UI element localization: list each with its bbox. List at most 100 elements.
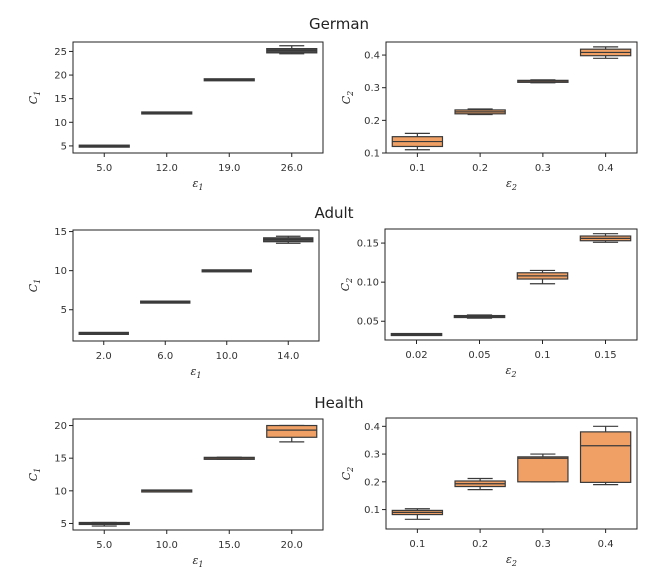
x-axis-label: ε2 — [506, 553, 517, 568]
y-tick-label: 0.2 — [364, 477, 380, 488]
panel-3: 0.05 0.10 0.15 0.02 0.05 0.1 0.15 ε2 C2 — [339, 228, 638, 379]
y-tick-label: 5 — [61, 519, 67, 530]
x-tick-label: 2.0 — [96, 351, 112, 362]
x-tick-label: 0.15 — [594, 350, 616, 361]
y-axis-label: C2 — [339, 278, 354, 292]
y-tick-label: 10 — [54, 118, 67, 129]
y-tick-label: 20 — [54, 421, 67, 432]
x-tick-label: 0.3 — [535, 539, 551, 550]
box-2 — [203, 78, 255, 82]
y-tick-label: 0.3 — [364, 450, 380, 461]
x-tick-label: 19.0 — [218, 163, 240, 174]
y-tick-label: 10 — [54, 266, 67, 277]
y-tick-label: 0.4 — [364, 422, 380, 433]
box-2 — [201, 269, 252, 273]
y-tick-label: 20 — [54, 71, 67, 82]
axes-frame — [72, 41, 324, 154]
box-iqr — [517, 456, 569, 483]
row-title-adult: Adult — [314, 204, 353, 222]
y-tick-label: 15 — [54, 227, 67, 238]
x-tick-label: 0.4 — [598, 539, 614, 550]
box-iqr — [579, 431, 632, 483]
box-3 — [266, 45, 318, 55]
y-tick-label: 15 — [54, 454, 67, 465]
x-axis-label: ε2 — [506, 177, 517, 192]
axes-frame — [385, 41, 638, 154]
x-axis-label: ε1 — [191, 365, 202, 380]
y-tick-label: 0.05 — [357, 317, 379, 328]
y-tick-label: 15 — [54, 94, 67, 105]
box-0 — [390, 332, 443, 337]
x-tick-label: 10.0 — [156, 540, 178, 551]
panel-0: 5 10 15 20 25 5.0 12.0 19.0 26.0 ε1 C1 — [27, 41, 324, 192]
x-axis-label: ε1 — [193, 177, 204, 192]
x-tick-label: 0.05 — [468, 350, 490, 361]
x-tick-label: 14.0 — [277, 351, 299, 362]
axes-frame — [384, 228, 638, 341]
panels-group: 5 10 15 20 25 5.0 12.0 19.0 26.0 ε1 C1 0.1 0.2 0.3 0.4… — [27, 41, 638, 569]
y-tick-label: 0.1 — [364, 505, 380, 516]
x-tick-label: 20.0 — [281, 540, 303, 551]
x-tick-label: 0.02 — [405, 350, 427, 361]
x-axis-label: ε2 — [506, 364, 517, 379]
box-0 — [78, 521, 130, 527]
x-tick-label: 0.3 — [535, 163, 551, 174]
x-axis-label: ε1 — [193, 554, 204, 569]
box-1 — [141, 489, 193, 493]
y-tick-label: 0.15 — [357, 239, 379, 250]
y-tick-label: 0.4 — [364, 51, 380, 62]
y-tick-label: 10 — [54, 486, 67, 497]
box-1 — [453, 314, 506, 319]
box-1 — [454, 477, 506, 491]
box-3 — [579, 233, 632, 243]
box-0 — [391, 132, 444, 151]
box-1 — [141, 111, 193, 115]
x-tick-label: 0.1 — [535, 350, 551, 361]
axes-frame — [72, 229, 320, 342]
axes-frame — [72, 418, 324, 531]
y-axis-label: C1 — [27, 91, 42, 105]
box-2 — [517, 453, 569, 483]
row-title-german: German — [309, 15, 369, 33]
y-tick-label: 5 — [61, 141, 67, 152]
x-tick-label: 0.2 — [472, 539, 488, 550]
box-0 — [78, 144, 130, 148]
box-1 — [140, 300, 191, 304]
y-tick-label: 5 — [61, 305, 67, 316]
x-tick-label: 5.0 — [96, 540, 112, 551]
y-tick-label: 25 — [54, 47, 67, 58]
x-tick-label: 26.0 — [281, 163, 303, 174]
box-iqr — [266, 424, 318, 438]
row-title-health: Health — [314, 394, 363, 412]
box-0 — [78, 331, 129, 335]
box-3 — [263, 235, 314, 244]
y-tick-label: 0.10 — [357, 278, 379, 289]
x-tick-label: 12.0 — [156, 163, 178, 174]
panel-4: 5 10 15 20 5.0 10.0 15.0 20.0 ε1 C1 — [27, 418, 324, 569]
y-axis-label: C1 — [27, 279, 42, 293]
y-axis-label: C2 — [340, 467, 355, 481]
box-1 — [454, 108, 506, 116]
box-2 — [517, 79, 569, 84]
x-tick-label: 6.0 — [157, 351, 173, 362]
y-tick-label: 0.3 — [364, 83, 380, 94]
x-tick-label: 0.2 — [472, 163, 488, 174]
box-3 — [579, 46, 632, 59]
panel-5: 0.1 0.2 0.3 0.4 0.1 0.2 0.3 0.4 ε2 C2 — [340, 417, 638, 568]
axes-frame — [385, 417, 638, 530]
x-tick-label: 10.0 — [216, 351, 238, 362]
box-2 — [203, 456, 255, 460]
x-tick-label: 15.0 — [218, 540, 240, 551]
y-tick-label: 0.2 — [364, 116, 380, 127]
y-tick-label: 0.1 — [364, 149, 380, 160]
box-3 — [579, 425, 632, 486]
x-tick-label: 0.1 — [409, 539, 425, 550]
y-axis-label: C1 — [27, 468, 42, 482]
x-tick-label: 0.4 — [598, 163, 614, 174]
y-axis-label: C2 — [340, 91, 355, 105]
panel-1: 0.1 0.2 0.3 0.4 0.1 0.2 0.3 0.4 ε2 C2 — [340, 41, 638, 192]
x-tick-label: 0.1 — [409, 163, 425, 174]
box-3 — [266, 424, 318, 443]
panel-2: 5 10 15 2.0 6.0 10.0 14.0 ε1 C1 — [27, 227, 320, 380]
